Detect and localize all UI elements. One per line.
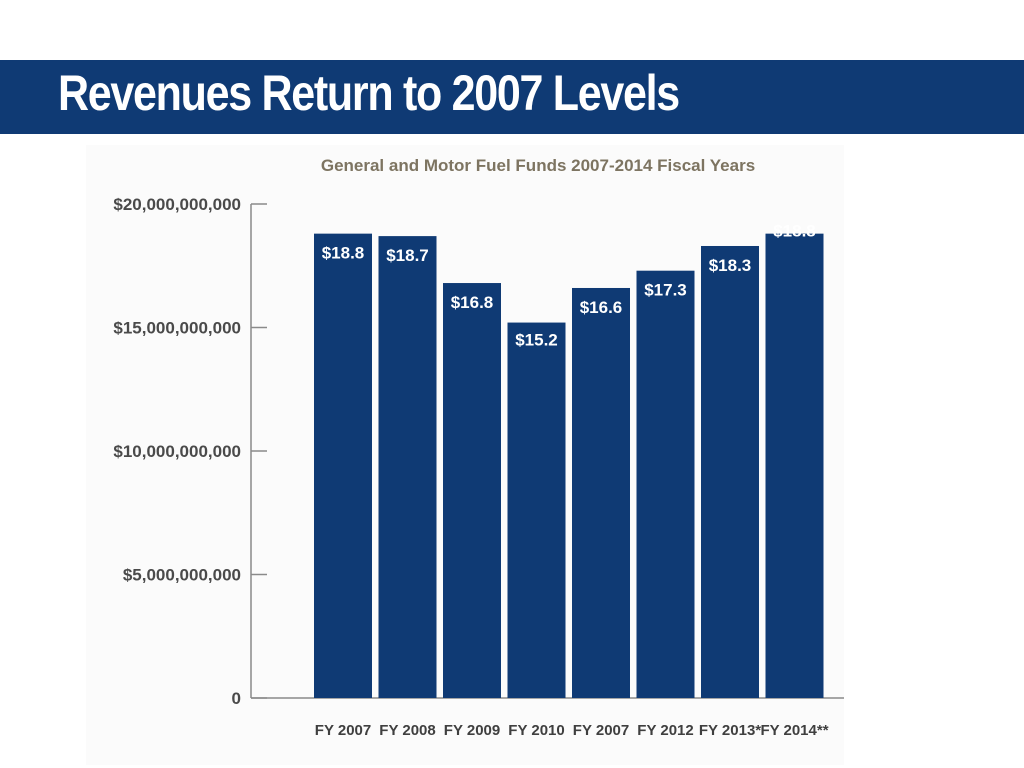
bars xyxy=(314,233,824,699)
x-tick-label: FY 2007 xyxy=(315,722,371,739)
x-tick-label: FY 2010 xyxy=(508,722,564,739)
y-tick-label: $5,000,000,000 xyxy=(123,566,241,585)
x-tick-labels: FY 2007 FY 2008 FY 2009 FY 2010 FY 2007 FY 20… xyxy=(315,722,829,739)
bar xyxy=(314,233,372,698)
x-tick-label: FY 2008 xyxy=(379,722,435,739)
bar xyxy=(443,283,501,698)
y-axis: 0 $5,000,000,000 $10,000,000,000 $15,000,00… xyxy=(113,195,267,708)
x-tick-label: FY 2009 xyxy=(444,722,500,739)
bar-data-label: $18.3 xyxy=(709,256,752,275)
bar xyxy=(636,270,695,698)
bar xyxy=(507,322,566,698)
y-tick-label: $10,000,000,000 xyxy=(113,442,241,461)
bar-data-label: $16.8 xyxy=(451,293,494,312)
bar-data-label: $15.2 xyxy=(515,331,558,350)
x-tick-label: FY 2014** xyxy=(760,722,828,739)
bar xyxy=(701,245,759,699)
y-tick-label: $20,000,000,000 xyxy=(113,195,241,214)
x-tick-label: FY 2013* xyxy=(699,722,761,739)
x-tick-label: FY 2012 xyxy=(637,722,693,739)
title-band xyxy=(0,60,1024,134)
y-tick-label: 0 xyxy=(232,689,241,708)
bar-labels: $18.8 $18.7 $16.8 $15.2 $16.6 $17.3 $18.3 $18.8 xyxy=(322,222,816,350)
chart-subtitle: General and Motor Fuel Funds 2007-2014 F… xyxy=(321,156,755,175)
bar xyxy=(378,236,437,699)
slide-title: Revenues Return to 2007 Levels xyxy=(58,65,680,121)
bar-data-label: $18.8 xyxy=(322,244,365,263)
bar xyxy=(572,287,630,698)
bar-data-label: $16.6 xyxy=(580,298,623,317)
x-tick-label: FY 2007 xyxy=(573,722,629,739)
bar-data-label: $18.7 xyxy=(386,246,429,265)
bar-data-label: $17.3 xyxy=(644,281,687,300)
bar-data-label: $18.8 xyxy=(773,222,816,241)
y-tick-label: $15,000,000,000 xyxy=(113,319,241,338)
bar xyxy=(765,233,824,698)
